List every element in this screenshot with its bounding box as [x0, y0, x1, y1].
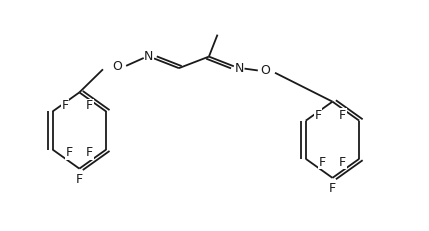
Text: O: O	[260, 64, 271, 77]
Text: F: F	[86, 99, 93, 112]
Text: O: O	[112, 61, 122, 73]
Text: F: F	[319, 156, 326, 169]
Text: F: F	[329, 182, 336, 195]
Text: N: N	[234, 62, 244, 75]
Text: F: F	[61, 99, 69, 112]
Text: F: F	[339, 156, 346, 169]
Text: F: F	[314, 109, 322, 122]
Text: F: F	[339, 109, 346, 122]
Text: F: F	[86, 146, 93, 159]
Text: F: F	[76, 173, 83, 186]
Text: N: N	[144, 50, 154, 63]
Text: F: F	[66, 146, 73, 159]
